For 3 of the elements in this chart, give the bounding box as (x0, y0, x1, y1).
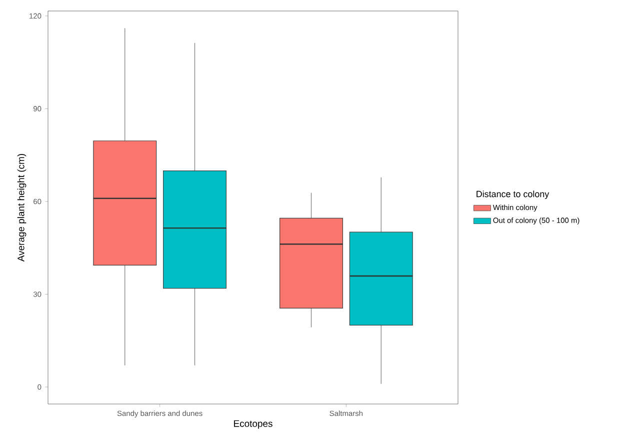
legend-title: Distance to colony (476, 190, 550, 199)
y-axis-title: Average plant height (cm) (17, 154, 26, 262)
x-axis-title: Ecotopes (234, 420, 272, 429)
